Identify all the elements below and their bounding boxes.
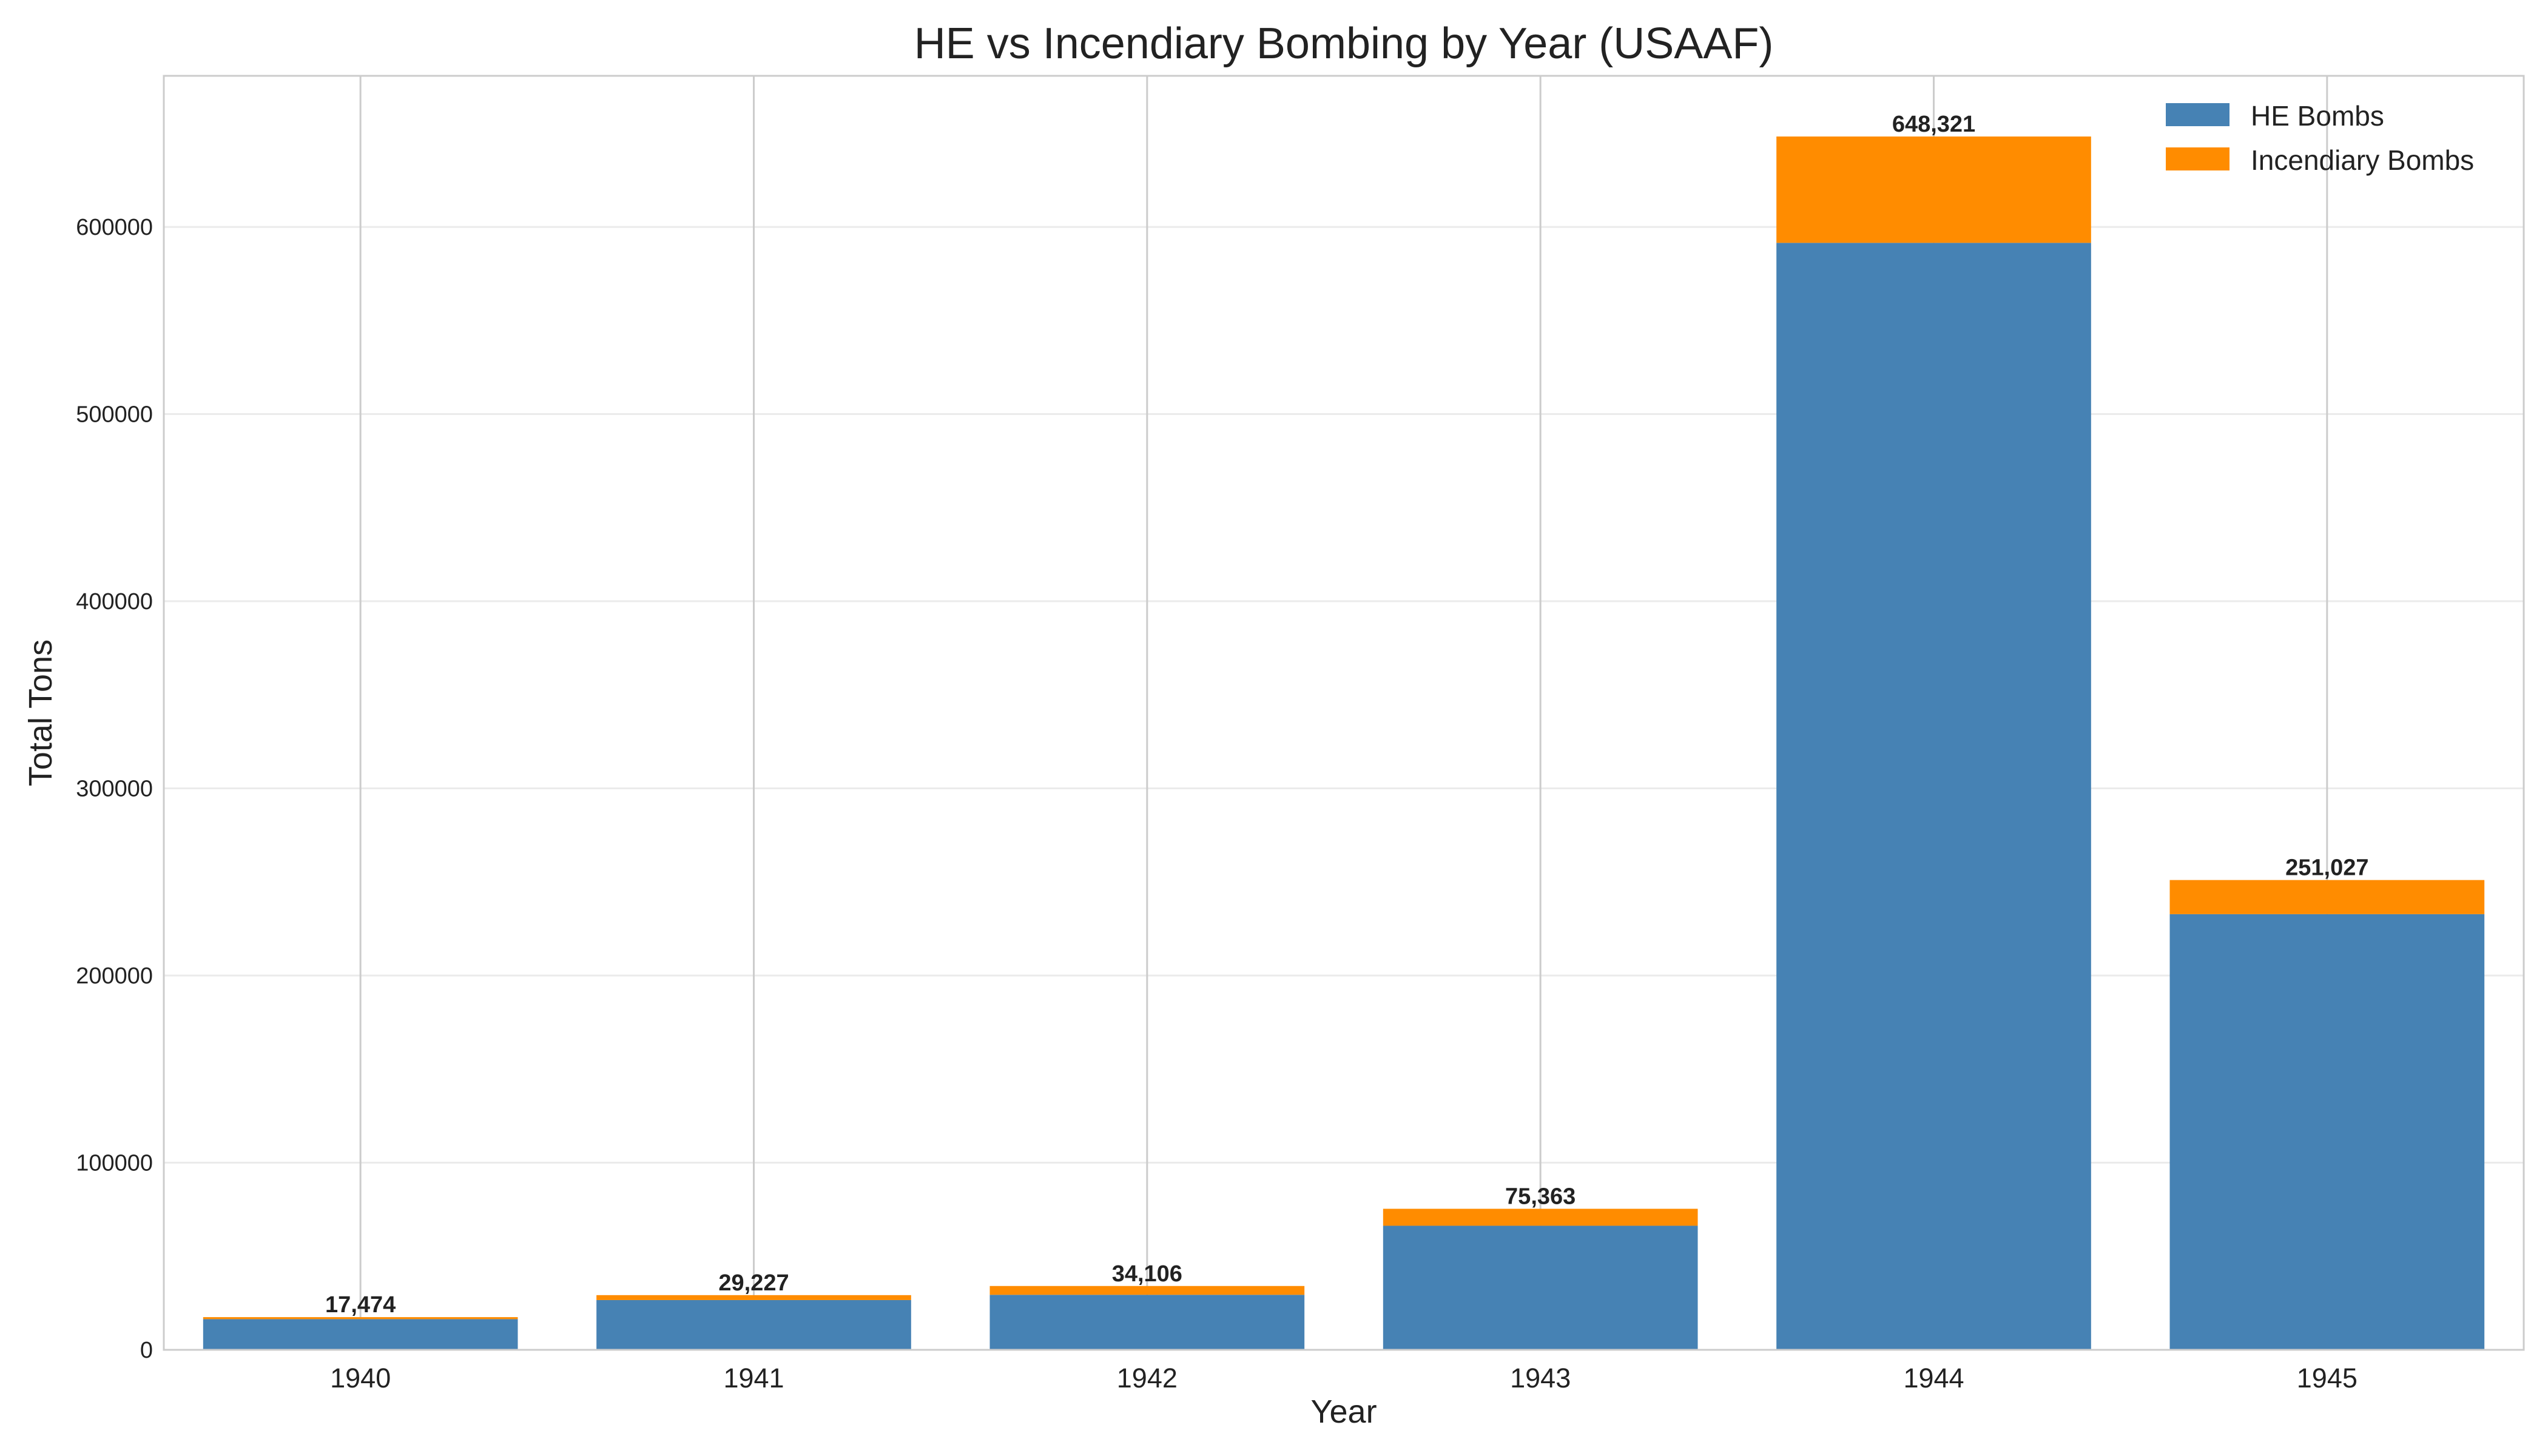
bar-incendiary-bombs-1944 [1776, 136, 2091, 243]
bar-incendiary-bombs-1940 [203, 1317, 518, 1320]
data-labels: 17,474 29,227 34,106 75,363 648,321 251,027 [325, 112, 2368, 1318]
x-tick-labels: 1940 1941 1942 1943 1944 1945 [330, 1363, 2358, 1394]
legend-swatch-he-bombs [2166, 103, 2230, 126]
y-tick-label: 600000 [76, 215, 153, 240]
bar-incendiary-bombs-1943 [1383, 1208, 1698, 1226]
data-label-total: 251,027 [2285, 855, 2368, 881]
legend: HE Bombs Incendiary Bombs [2166, 100, 2474, 176]
x-tick-label: 1942 [1117, 1363, 1178, 1394]
bars [203, 136, 2485, 1350]
legend-label-incendiary-bombs: Incendiary Bombs [2251, 144, 2474, 176]
y-axis-label: Total Tons [22, 639, 59, 786]
x-tick-label: 1944 [1903, 1363, 1964, 1394]
bar-incendiary-bombs-1941 [596, 1295, 911, 1300]
bar-he-bombs-1942 [989, 1295, 1305, 1350]
y-tick-label: 400000 [76, 589, 153, 615]
y-tick-label: 0 [140, 1338, 153, 1363]
x-tick-label: 1943 [1510, 1363, 1571, 1394]
y-tick-label: 200000 [76, 963, 153, 989]
data-label-total: 75,363 [1505, 1184, 1576, 1210]
x-tick-label: 1941 [723, 1363, 784, 1394]
bar-he-bombs-1943 [1383, 1225, 1698, 1350]
x-axis-label: Year [1310, 1394, 1377, 1430]
y-tick-label: 300000 [76, 777, 153, 802]
bar-he-bombs-1945 [2169, 914, 2485, 1350]
bar-he-bombs-1940 [203, 1319, 518, 1350]
y-tick-label: 100000 [76, 1151, 153, 1176]
data-label-total: 29,227 [718, 1270, 789, 1296]
y-tick-labels: 0 100000 200000 300000 400000 500000 600000 [76, 215, 153, 1363]
data-label-total: 648,321 [1892, 112, 1975, 137]
bar-he-bombs-1941 [596, 1299, 911, 1350]
bar-he-bombs-1944 [1776, 243, 2091, 1350]
legend-swatch-incendiary-bombs [2166, 147, 2230, 170]
bar-incendiary-bombs-1945 [2169, 880, 2485, 914]
y-tick-label: 500000 [76, 402, 153, 428]
bar-incendiary-bombs-1942 [989, 1286, 1305, 1295]
x-tick-label: 1940 [330, 1363, 391, 1394]
x-tick-label: 1945 [2297, 1363, 2358, 1394]
data-label-total: 34,106 [1112, 1261, 1182, 1287]
legend-label-he-bombs: HE Bombs [2251, 100, 2384, 132]
chart-title: HE vs Incendiary Bombing by Year (USAAF) [914, 19, 1774, 68]
plot-frame [163, 75, 2525, 1351]
data-label-total: 17,474 [325, 1292, 396, 1318]
